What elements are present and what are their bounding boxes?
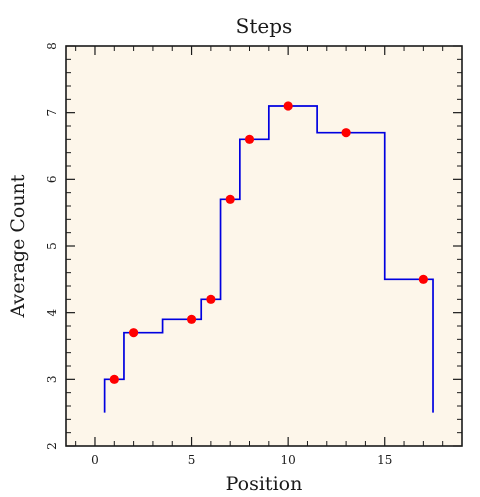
- data-point: [129, 328, 139, 338]
- plot-area: [66, 46, 462, 446]
- x-tick-label: 10: [281, 453, 296, 467]
- x-axis-label: Position: [226, 473, 303, 495]
- data-point: [225, 194, 235, 204]
- data-point: [109, 374, 119, 384]
- y-axis-label: Average Count: [7, 174, 29, 318]
- data-point: [186, 314, 197, 324]
- y-tick-label: 3: [45, 376, 59, 384]
- x-tick-label: 15: [377, 453, 392, 467]
- ticks-layer: 0 5 10 15 2 3 4 5 6 7 8: [45, 42, 463, 467]
- y-tick-label: 6: [45, 176, 59, 184]
- plot-frame: [65, 45, 463, 447]
- y-tick-label: 4: [45, 308, 59, 316]
- data-point: [206, 294, 216, 304]
- data-point: [283, 101, 293, 111]
- data-point: [341, 128, 351, 138]
- x-tick-label: 0: [91, 453, 99, 467]
- data-point: [244, 134, 255, 144]
- y-tick-label: 2: [45, 442, 59, 450]
- y-tick-label: 8: [45, 42, 59, 50]
- chart-title: Steps: [236, 14, 293, 38]
- x-tick-label: 5: [188, 453, 196, 467]
- y-tick-label: 7: [45, 109, 59, 117]
- series-layer: [103, 101, 434, 413]
- y-tick-label: 5: [45, 242, 59, 250]
- data-point: [418, 274, 428, 284]
